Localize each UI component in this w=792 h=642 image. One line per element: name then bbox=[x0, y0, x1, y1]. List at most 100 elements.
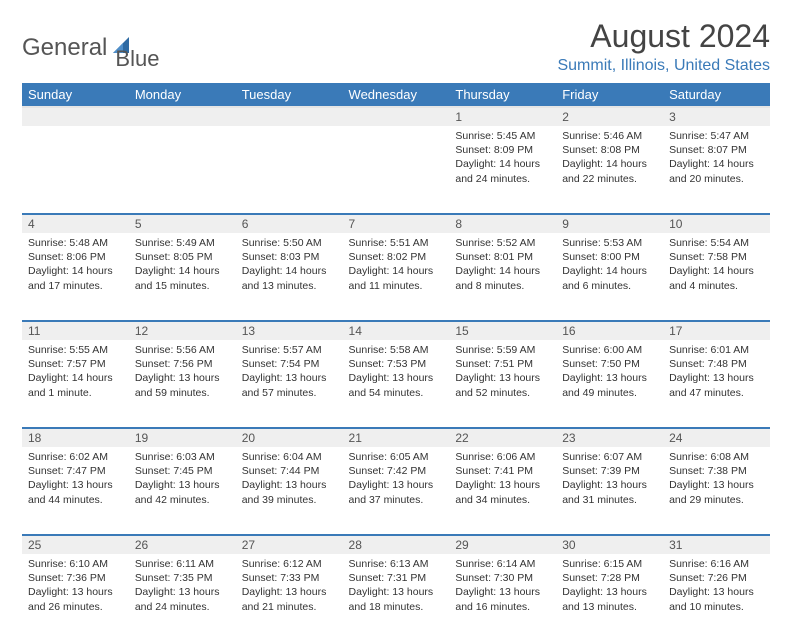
day-details: Sunrise: 6:13 AMSunset: 7:31 PMDaylight:… bbox=[343, 554, 450, 620]
sunset-text: Sunset: 7:44 PM bbox=[242, 464, 337, 478]
sunset-text: Sunset: 7:26 PM bbox=[669, 571, 764, 585]
day-cell: Sunrise: 5:49 AMSunset: 8:05 PMDaylight:… bbox=[129, 233, 236, 321]
sunset-text: Sunset: 7:39 PM bbox=[562, 464, 657, 478]
day-cell: Sunrise: 6:13 AMSunset: 7:31 PMDaylight:… bbox=[343, 554, 450, 642]
daylight-text: Daylight: 13 hours bbox=[28, 585, 123, 599]
sunrise-text: Sunrise: 6:03 AM bbox=[135, 450, 230, 464]
day-number: 20 bbox=[236, 428, 343, 447]
sunrise-text: Sunrise: 6:10 AM bbox=[28, 557, 123, 571]
daylight-text: Daylight: 13 hours bbox=[135, 371, 230, 385]
day-details: Sunrise: 6:16 AMSunset: 7:26 PMDaylight:… bbox=[663, 554, 770, 620]
daylight-text: and 52 minutes. bbox=[455, 386, 550, 400]
sunset-text: Sunset: 7:47 PM bbox=[28, 464, 123, 478]
day-number: 22 bbox=[449, 428, 556, 447]
sunrise-text: Sunrise: 5:51 AM bbox=[349, 236, 444, 250]
day-cell: Sunrise: 5:52 AMSunset: 8:01 PMDaylight:… bbox=[449, 233, 556, 321]
sunrise-text: Sunrise: 5:45 AM bbox=[455, 129, 550, 143]
sunrise-text: Sunrise: 5:53 AM bbox=[562, 236, 657, 250]
daylight-text: Daylight: 14 hours bbox=[669, 264, 764, 278]
daylight-text: and 24 minutes. bbox=[455, 172, 550, 186]
daylight-text: and 42 minutes. bbox=[135, 493, 230, 507]
page-title: August 2024 bbox=[557, 18, 770, 55]
day-details: Sunrise: 6:05 AMSunset: 7:42 PMDaylight:… bbox=[343, 447, 450, 513]
daylight-text: Daylight: 13 hours bbox=[669, 585, 764, 599]
day-number: 14 bbox=[343, 321, 450, 340]
sunrise-text: Sunrise: 5:49 AM bbox=[135, 236, 230, 250]
day-number: 4 bbox=[22, 214, 129, 233]
daylight-text: and 37 minutes. bbox=[349, 493, 444, 507]
day-details: Sunrise: 5:59 AMSunset: 7:51 PMDaylight:… bbox=[449, 340, 556, 406]
day-number: 29 bbox=[449, 535, 556, 554]
sunset-text: Sunset: 7:45 PM bbox=[135, 464, 230, 478]
day-details: Sunrise: 5:45 AMSunset: 8:09 PMDaylight:… bbox=[449, 126, 556, 192]
daylight-text: and 54 minutes. bbox=[349, 386, 444, 400]
day-details: Sunrise: 6:02 AMSunset: 7:47 PMDaylight:… bbox=[22, 447, 129, 513]
day-header: Sunday bbox=[22, 83, 129, 107]
daynum-row: 25262728293031 bbox=[22, 535, 770, 554]
day-header: Tuesday bbox=[236, 83, 343, 107]
day-details: Sunrise: 5:46 AMSunset: 8:08 PMDaylight:… bbox=[556, 126, 663, 192]
day-number: 8 bbox=[449, 214, 556, 233]
sunrise-text: Sunrise: 6:01 AM bbox=[669, 343, 764, 357]
day-number: 2 bbox=[556, 107, 663, 126]
daylight-text: Daylight: 13 hours bbox=[562, 371, 657, 385]
sunset-text: Sunset: 8:05 PM bbox=[135, 250, 230, 264]
daylight-text: and 6 minutes. bbox=[562, 279, 657, 293]
daylight-text: Daylight: 13 hours bbox=[242, 371, 337, 385]
day-details: Sunrise: 5:52 AMSunset: 8:01 PMDaylight:… bbox=[449, 233, 556, 299]
sunset-text: Sunset: 7:57 PM bbox=[28, 357, 123, 371]
daylight-text: Daylight: 14 hours bbox=[562, 264, 657, 278]
sunrise-text: Sunrise: 5:52 AM bbox=[455, 236, 550, 250]
daylight-text: Daylight: 13 hours bbox=[669, 371, 764, 385]
daylight-text: and 11 minutes. bbox=[349, 279, 444, 293]
day-details: Sunrise: 6:14 AMSunset: 7:30 PMDaylight:… bbox=[449, 554, 556, 620]
daylight-text: and 4 minutes. bbox=[669, 279, 764, 293]
sunset-text: Sunset: 7:30 PM bbox=[455, 571, 550, 585]
day-cell: Sunrise: 6:05 AMSunset: 7:42 PMDaylight:… bbox=[343, 447, 450, 535]
day-number: 6 bbox=[236, 214, 343, 233]
sunrise-text: Sunrise: 6:13 AM bbox=[349, 557, 444, 571]
daylight-text: Daylight: 13 hours bbox=[669, 478, 764, 492]
daybody-row: Sunrise: 5:48 AMSunset: 8:06 PMDaylight:… bbox=[22, 233, 770, 321]
sunrise-text: Sunrise: 5:48 AM bbox=[28, 236, 123, 250]
day-details: Sunrise: 5:49 AMSunset: 8:05 PMDaylight:… bbox=[129, 233, 236, 299]
sunset-text: Sunset: 7:48 PM bbox=[669, 357, 764, 371]
day-details: Sunrise: 5:57 AMSunset: 7:54 PMDaylight:… bbox=[236, 340, 343, 406]
sunrise-text: Sunrise: 6:16 AM bbox=[669, 557, 764, 571]
sunrise-text: Sunrise: 6:15 AM bbox=[562, 557, 657, 571]
day-details: Sunrise: 5:51 AMSunset: 8:02 PMDaylight:… bbox=[343, 233, 450, 299]
daybody-row: Sunrise: 5:55 AMSunset: 7:57 PM Daylight:… bbox=[22, 340, 770, 428]
sunrise-text: Sunrise: 6:00 AM bbox=[562, 343, 657, 357]
day-details: Sunrise: 6:10 AMSunset: 7:36 PMDaylight:… bbox=[22, 554, 129, 620]
day-cell: Sunrise: 6:04 AMSunset: 7:44 PMDaylight:… bbox=[236, 447, 343, 535]
sunrise-text: Sunrise: 5:57 AM bbox=[242, 343, 337, 357]
day-number: 27 bbox=[236, 535, 343, 554]
day-number: 3 bbox=[663, 107, 770, 126]
sunset-text: Sunset: 8:08 PM bbox=[562, 143, 657, 157]
day-details: Sunrise: 6:01 AMSunset: 7:48 PMDaylight:… bbox=[663, 340, 770, 406]
daylight-text: and 20 minutes. bbox=[669, 172, 764, 186]
page-header: General Blue August 2024 Summit, Illinoi… bbox=[22, 18, 770, 75]
day-number-empty bbox=[236, 107, 343, 126]
day-header: Friday bbox=[556, 83, 663, 107]
day-cell: Sunrise: 6:01 AMSunset: 7:48 PMDaylight:… bbox=[663, 340, 770, 428]
day-number-empty bbox=[343, 107, 450, 126]
sunrise-text: Sunrise: 6:02 AM bbox=[28, 450, 123, 464]
day-details: Sunrise: 6:06 AMSunset: 7:41 PMDaylight:… bbox=[449, 447, 556, 513]
day-details: Sunrise: 5:54 AMSunset: 7:58 PMDaylight:… bbox=[663, 233, 770, 299]
day-number: 10 bbox=[663, 214, 770, 233]
day-details: Sunrise: 6:15 AMSunset: 7:28 PMDaylight:… bbox=[556, 554, 663, 620]
sunrise-text: Sunrise: 6:12 AM bbox=[242, 557, 337, 571]
sunrise-text: Sunrise: 5:55 AM bbox=[28, 343, 123, 357]
day-cell: Sunrise: 5:53 AMSunset: 8:00 PMDaylight:… bbox=[556, 233, 663, 321]
day-details: Sunrise: 5:58 AMSunset: 7:53 PMDaylight:… bbox=[343, 340, 450, 406]
day-cell: Sunrise: 6:14 AMSunset: 7:30 PMDaylight:… bbox=[449, 554, 556, 642]
daylight-text: and 13 minutes. bbox=[242, 279, 337, 293]
day-cell: Sunrise: 6:11 AMSunset: 7:35 PMDaylight:… bbox=[129, 554, 236, 642]
sunset-text: Sunset: 7:31 PM bbox=[349, 571, 444, 585]
sunrise-text: Sunrise: 6:04 AM bbox=[242, 450, 337, 464]
sunset-text: Sunset: 7:54 PM bbox=[242, 357, 337, 371]
daylight-text: Daylight: 14 hours bbox=[669, 157, 764, 171]
day-cell: Sunrise: 5:46 AMSunset: 8:08 PMDaylight:… bbox=[556, 126, 663, 214]
daybody-row: Sunrise: 6:10 AMSunset: 7:36 PMDaylight:… bbox=[22, 554, 770, 642]
